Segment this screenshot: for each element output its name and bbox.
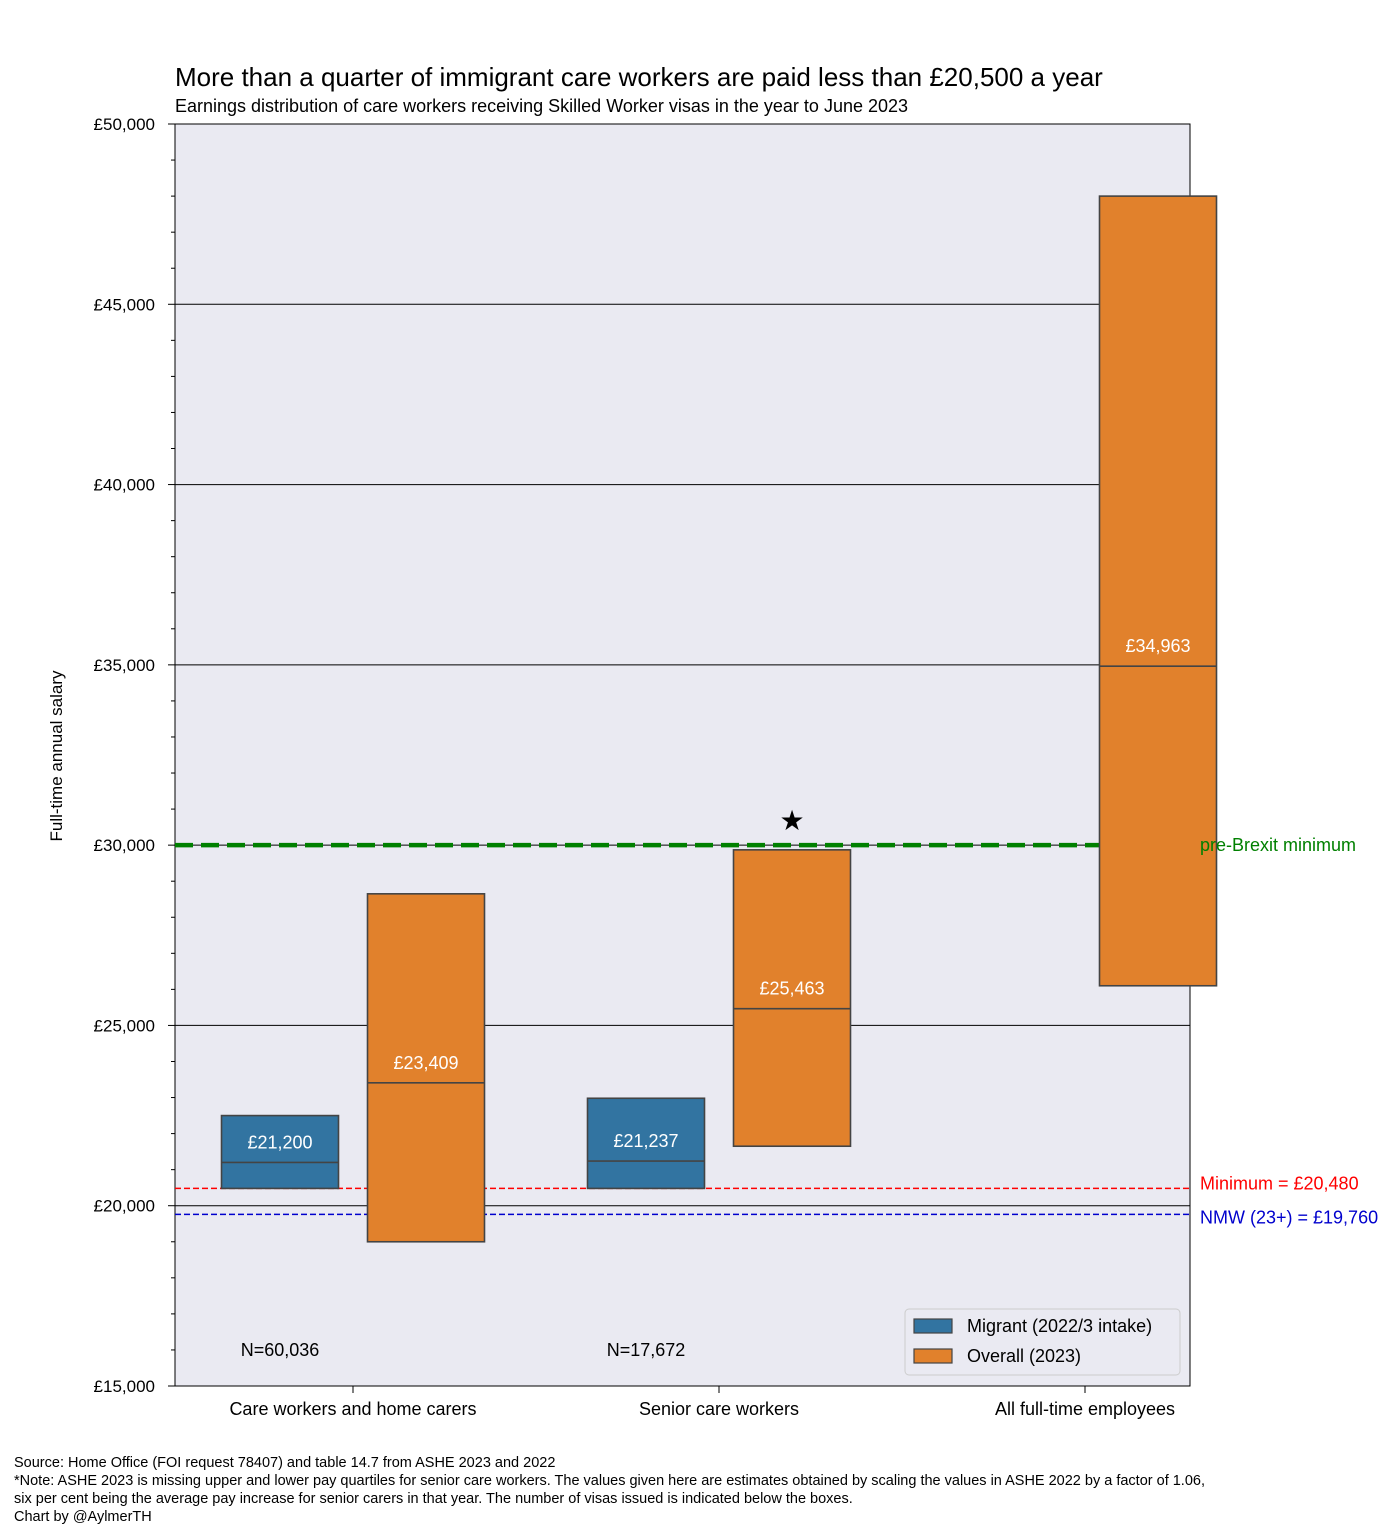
x-tick-label: All full-time employees <box>995 1399 1175 1419</box>
chart-credit: Chart by @AylmerTH <box>14 1509 152 1525</box>
y-tick-label: £25,000 <box>94 1016 155 1035</box>
median-label: £21,237 <box>613 1131 678 1151</box>
box <box>1098 195 1218 987</box>
y-tick-label: £50,000 <box>94 115 155 134</box>
y-tick-label: £45,000 <box>94 295 155 314</box>
median-label: £21,200 <box>247 1132 312 1152</box>
method-note-line-1: *Note: ASHE 2023 is missing upper and lo… <box>14 1473 1205 1489</box>
y-tick-label: £40,000 <box>94 476 155 495</box>
reference-label: Minimum = £20,480 <box>1200 1173 1359 1193</box>
count-label: N=60,036 <box>241 1340 320 1360</box>
count-label: N=17,672 <box>607 1340 686 1360</box>
x-tick-label: Senior care workers <box>639 1399 799 1419</box>
legend-label: Migrant (2022/3 intake) <box>967 1316 1152 1336</box>
chart-title: More than a quarter of immigrant care wo… <box>175 62 1103 92</box>
legend-swatch <box>913 1348 953 1364</box>
box <box>586 1097 706 1190</box>
y-axis-label: Full-time annual salary <box>47 670 66 842</box>
legend-box <box>904 1308 1181 1376</box>
source-note: Source: Home Office (FOI request 78407) … <box>14 1455 556 1471</box>
legend-swatch <box>913 1318 953 1334</box>
y-tick-label: £15,000 <box>94 1377 155 1396</box>
legend-label: Overall (2023) <box>967 1346 1081 1366</box>
chart-footer: Source: Home Office (FOI request 78407) … <box>14 1454 1384 1526</box>
box-chart: More than a quarter of immigrant care wo… <box>47 62 1379 1419</box>
box <box>220 1114 340 1190</box>
box <box>732 849 852 1148</box>
median-label: £34,963 <box>1125 636 1190 656</box>
star-marker: ★ <box>779 805 804 836</box>
median-label: £23,409 <box>393 1053 458 1073</box>
reference-label: pre-Brexit minimum <box>1200 835 1356 855</box>
y-tick-label: £35,000 <box>94 656 155 675</box>
x-tick-label: Care workers and home carers <box>229 1399 476 1419</box>
chart-subtitle: Earnings distribution of care workers re… <box>175 96 908 116</box>
method-note-line-2: six per cent being the average pay incre… <box>14 1491 853 1507</box>
box <box>366 893 486 1243</box>
median-label: £25,463 <box>759 979 824 999</box>
plot-background <box>175 124 1190 1386</box>
y-tick-label: £30,000 <box>94 836 155 855</box>
plot-area: £15,000 £20,000 £25,000 £30,000 £35,000 £40,0… <box>94 115 1379 1419</box>
y-tick-label: £20,000 <box>94 1197 155 1216</box>
reference-label: NMW (23+) = £19,760 <box>1200 1207 1378 1227</box>
